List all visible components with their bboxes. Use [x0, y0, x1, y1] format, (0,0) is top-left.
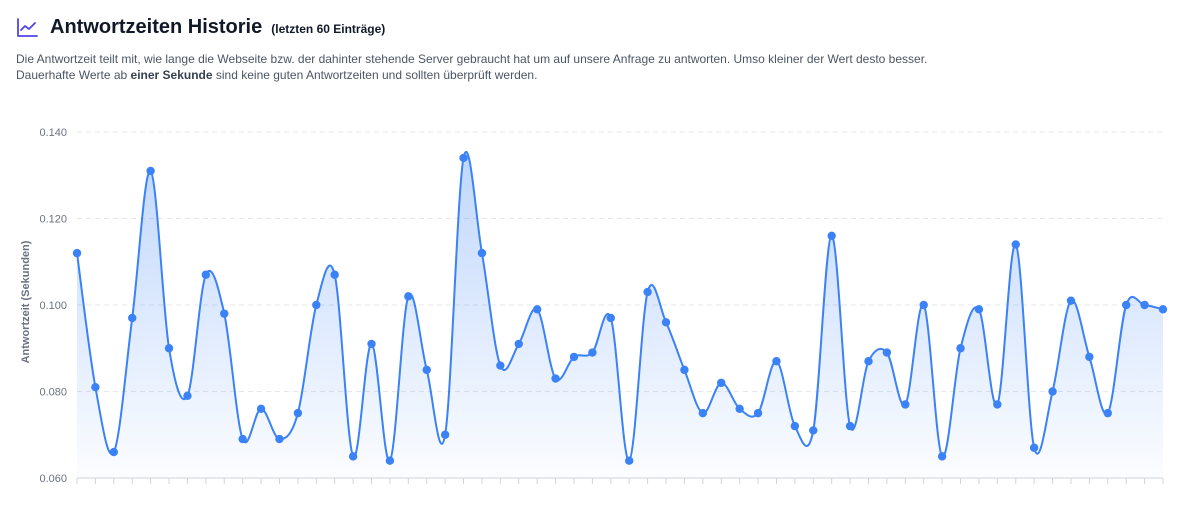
data-point[interactable]	[993, 400, 1002, 409]
data-point[interactable]	[1140, 300, 1149, 310]
data-point[interactable]	[753, 408, 763, 418]
data-point[interactable]	[440, 430, 450, 439]
data-point[interactable]	[91, 382, 100, 392]
data-point[interactable]	[680, 365, 689, 375]
data-point[interactable]	[827, 231, 836, 240]
data-point[interactable]	[220, 309, 229, 318]
data-point[interactable]	[606, 313, 615, 323]
data-point[interactable]	[128, 313, 137, 323]
data-point[interactable]	[790, 421, 800, 431]
line-chart-icon	[16, 17, 38, 38]
data-point[interactable]	[974, 305, 984, 314]
data-point[interactable]	[1048, 387, 1057, 396]
data-point[interactable]	[201, 270, 211, 279]
data-point[interactable]	[422, 365, 431, 375]
page-subtitle: (letzten 60 Einträge)	[271, 21, 386, 36]
chart-header: Antwortzeiten Historie (letzten 60 Eintr…	[16, 16, 385, 39]
data-point[interactable]	[643, 287, 652, 297]
y-tick-label: 0.140	[39, 127, 67, 139]
data-point[interactable]	[477, 248, 487, 258]
data-point[interactable]	[1029, 443, 1039, 452]
data-point[interactable]	[845, 421, 855, 431]
description-line-2-post: sind keine guten Antwortzeiten und sollt…	[212, 68, 538, 82]
data-point[interactable]	[1121, 300, 1131, 310]
y-tick-label: 0.080	[39, 387, 67, 399]
data-point[interactable]	[183, 391, 192, 401]
data-point[interactable]	[588, 348, 597, 357]
y-tick-label: 0.100	[39, 300, 67, 312]
data-point[interactable]	[809, 426, 818, 435]
data-point[interactable]	[956, 344, 965, 353]
data-point[interactable]	[1011, 240, 1020, 249]
data-point[interactable]	[901, 400, 910, 409]
data-point[interactable]	[532, 305, 542, 314]
description-highlight: einer Sekunde	[130, 68, 213, 82]
data-point[interactable]	[514, 339, 523, 349]
description-line-2-pre: Dauerhafte Werte ab	[16, 68, 131, 82]
data-point[interactable]	[385, 456, 395, 465]
data-point[interactable]	[882, 348, 892, 357]
data-point[interactable]	[569, 352, 579, 362]
data-point[interactable]	[661, 318, 671, 327]
data-point[interactable]	[1103, 408, 1112, 418]
data-point[interactable]	[72, 248, 82, 258]
data-point[interactable]	[864, 357, 873, 366]
data-point[interactable]	[496, 361, 505, 370]
data-point[interactable]	[1085, 352, 1094, 362]
data-point[interactable]	[330, 270, 339, 279]
data-point[interactable]	[1066, 296, 1076, 305]
data-point[interactable]	[919, 300, 928, 310]
description-line-1: Die Antwortzeit teilt mit, wie lange die…	[16, 52, 928, 66]
data-point[interactable]	[146, 166, 155, 176]
data-point[interactable]	[348, 452, 358, 461]
description-line-2: Dauerhafte Werte ab einer Sekunde sind k…	[16, 67, 1166, 83]
page-title: Antwortzeiten Historie	[50, 16, 263, 38]
area-fill	[77, 151, 1163, 478]
data-point[interactable]	[937, 452, 947, 461]
data-point[interactable]	[256, 404, 266, 413]
data-point[interactable]	[312, 300, 321, 310]
data-point[interactable]	[459, 153, 468, 163]
data-point[interactable]	[109, 447, 119, 457]
data-point[interactable]	[275, 434, 284, 444]
data-point[interactable]	[1158, 305, 1168, 314]
data-point[interactable]	[625, 456, 634, 465]
data-points	[72, 153, 1168, 465]
data-point[interactable]	[164, 344, 174, 353]
x-axis	[76, 478, 1164, 484]
data-point[interactable]	[735, 404, 744, 413]
data-point[interactable]	[367, 339, 376, 349]
y-tick-label: 0.120	[39, 214, 67, 226]
y-axis: 0.060 0.080 0.100 0.120 0.140	[39, 127, 67, 485]
y-axis-title: Antwortzeit (Sekunden)	[20, 240, 32, 363]
data-point[interactable]	[238, 434, 247, 444]
description: Die Antwortzeit teilt mit, wie lange die…	[16, 51, 1166, 83]
data-point[interactable]	[717, 378, 726, 388]
data-point[interactable]	[551, 374, 560, 383]
data-point[interactable]	[772, 357, 781, 366]
data-point[interactable]	[404, 292, 413, 301]
data-point[interactable]	[698, 408, 708, 418]
data-point[interactable]	[293, 408, 303, 418]
y-tick-label: 0.060	[39, 473, 67, 485]
